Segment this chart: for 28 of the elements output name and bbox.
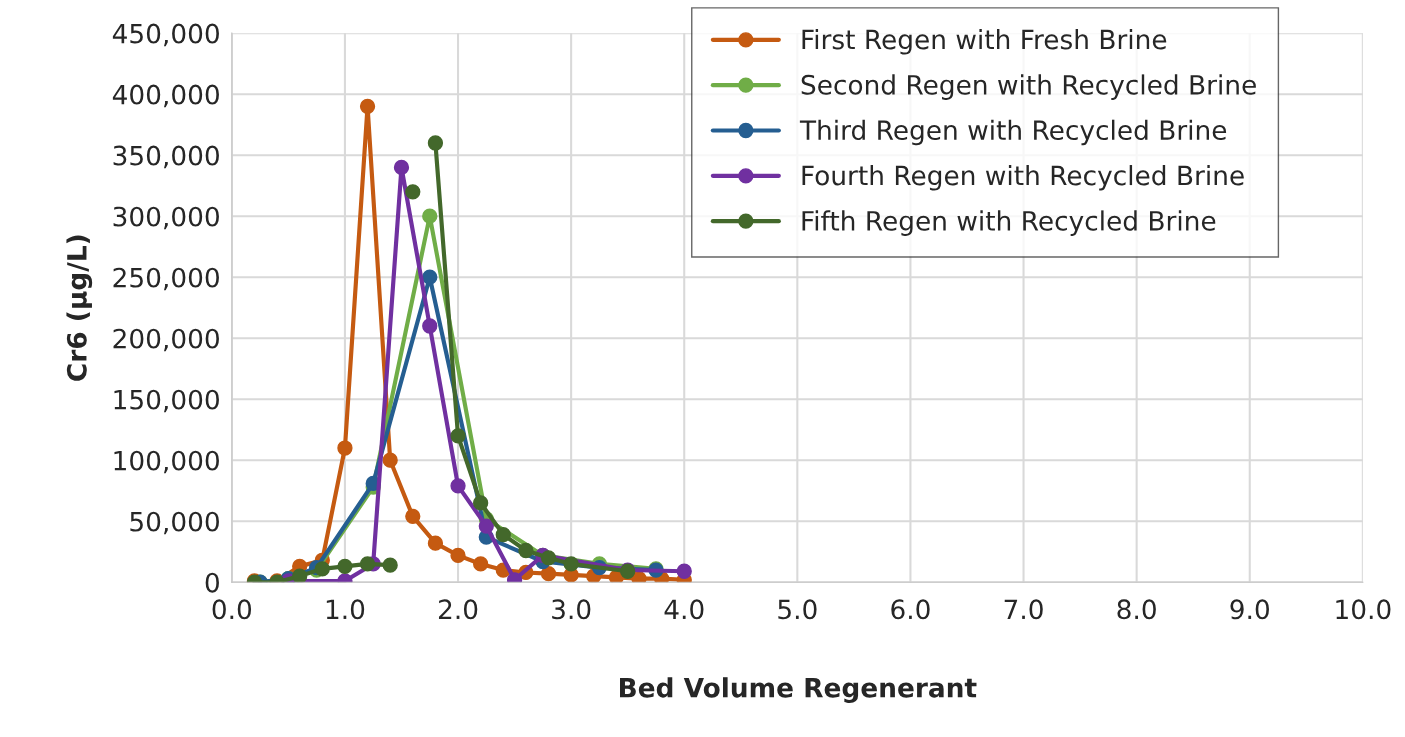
x-tick-label: 3.0 bbox=[552, 599, 591, 620]
x-tick-label: 10.0 bbox=[1336, 599, 1391, 620]
y-axis-title: Cr6 (µg/L) bbox=[66, 235, 93, 381]
legend-label: Fourth Regen with Recycled Brine bbox=[802, 165, 1244, 191]
x-tick-label: 5.0 bbox=[778, 599, 817, 620]
x-tick-label: 6.0 bbox=[891, 599, 930, 620]
x-tick-label: 8.0 bbox=[1117, 599, 1156, 620]
y-tick-label: 50,000 bbox=[130, 511, 219, 535]
x-tick-label: 1.0 bbox=[326, 599, 365, 620]
y-tick-label: 300,000 bbox=[113, 206, 219, 230]
x-tick-label: 0.0 bbox=[212, 599, 252, 620]
legend-label: First Regen with Fresh Brine bbox=[802, 29, 1167, 55]
y-tick-label: 250,000 bbox=[113, 267, 219, 291]
x-tick-label: 9.0 bbox=[1230, 599, 1269, 620]
x-axis-title: Bed Volume Regenerant bbox=[620, 677, 977, 703]
y-tick-label: 350,000 bbox=[113, 145, 219, 169]
y-tick-label: 100,000 bbox=[114, 450, 219, 474]
legend-label: Second Regen with Recycled Brine bbox=[801, 74, 1256, 100]
legend-label: Fifth Regen with Recycled Brine bbox=[802, 210, 1216, 236]
x-tick-label: 4.0 bbox=[664, 599, 704, 620]
y-tick-label: 400,000 bbox=[112, 84, 219, 108]
y-tick-label: 0 bbox=[205, 572, 219, 593]
x-tick-label: 7.0 bbox=[1004, 599, 1043, 620]
y-tick-label: 450,000 bbox=[112, 23, 219, 47]
x-tick-label: 2.0 bbox=[438, 599, 478, 620]
y-tick-label: 150,000 bbox=[114, 389, 219, 413]
y-tick-label: 200,000 bbox=[113, 328, 219, 352]
legend-label: Third Regen with Recycled Brine bbox=[799, 119, 1227, 146]
